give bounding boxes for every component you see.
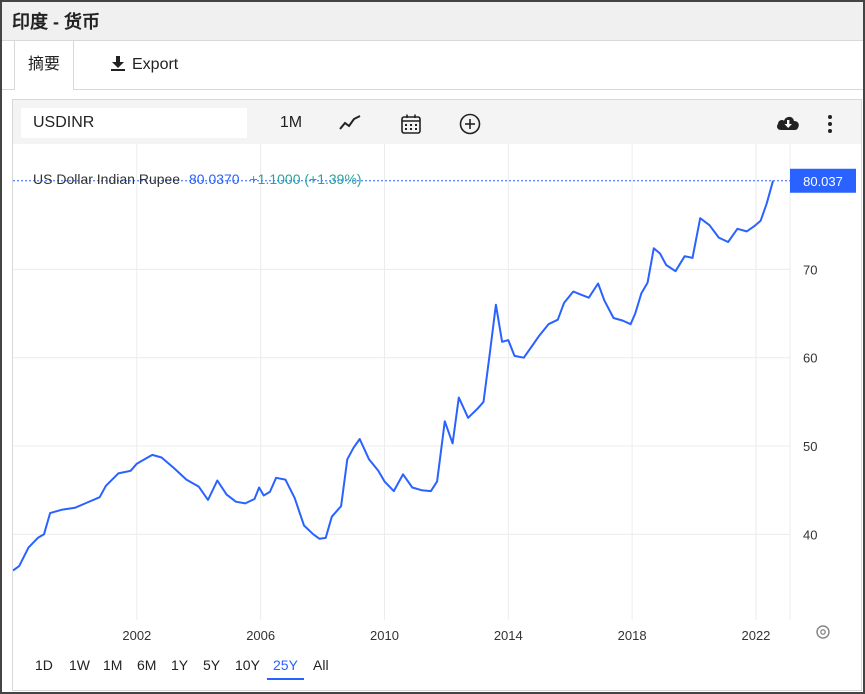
page-title: 印度 - 货币 <box>12 12 100 32</box>
date-range-button[interactable] <box>396 108 426 138</box>
export-label: Export <box>132 56 179 73</box>
range-button-1m[interactable]: 1M <box>103 657 123 673</box>
range-button-all[interactable]: All <box>313 657 329 673</box>
settings-button[interactable] <box>816 625 830 639</box>
range-button-1y[interactable]: 1Y <box>171 657 189 673</box>
range-button-1w[interactable]: 1W <box>69 657 90 673</box>
series-line-usdinr <box>13 180 774 572</box>
line-chart-icon <box>339 115 361 130</box>
title-bar: 印度 - 货币 <box>2 2 863 41</box>
chart-toolbar: USDINR 1M <box>13 100 861 144</box>
y-tick-label: 60 <box>803 351 817 366</box>
download-icon <box>111 56 125 71</box>
y-tick-label: 70 <box>803 262 817 277</box>
x-tick-label: 2010 <box>370 628 399 643</box>
interval-button[interactable]: 1M <box>279 114 303 131</box>
legend-change: +1.1000 (+1.39%) <box>249 171 361 187</box>
calendar-icon <box>401 114 421 134</box>
x-tick-label: 2018 <box>618 628 647 643</box>
chart-panel: USDINR 1M <box>12 99 862 691</box>
last-price-badge <box>790 168 856 193</box>
more-options-button[interactable] <box>815 108 845 138</box>
legend-series-name: US Dollar Indian Rupee <box>33 171 180 187</box>
x-tick-label: 2022 <box>741 628 770 643</box>
tab-summary[interactable]: 摘要 <box>14 41 74 90</box>
download-chart-button[interactable] <box>773 108 803 138</box>
x-tick-label: 2006 <box>246 628 275 643</box>
legend-price: 80.0370 <box>189 171 240 187</box>
add-circle-icon <box>459 113 481 135</box>
chart-type-button[interactable] <box>335 108 365 138</box>
range-button-10y[interactable]: 10Y <box>235 657 260 673</box>
compare-button[interactable] <box>455 108 485 138</box>
more-vertical-icon <box>828 115 832 133</box>
last-price-label: 80.037 <box>803 174 843 189</box>
range-button-25y[interactable]: 25Y <box>267 652 304 680</box>
tab-bar: 摘要 Export <box>2 41 863 90</box>
symbol-input[interactable]: USDINR <box>21 108 247 138</box>
range-button-6m[interactable]: 6M <box>137 657 157 673</box>
range-selector: 1D 1W 1M 6M 1Y 5Y 10Y 25Y All <box>35 652 435 682</box>
x-tick-label: 2002 <box>122 628 151 643</box>
cloud-download-icon <box>777 116 799 130</box>
x-tick-label: 2014 <box>494 628 523 643</box>
price-chart[interactable]: 80.037 40 50 60 70 2002 2006 2010 2014 2018 2022… <box>13 100 861 690</box>
tab-export[interactable]: Export <box>110 41 178 89</box>
range-button-1d[interactable]: 1D <box>35 657 53 673</box>
chart-legend: US Dollar Indian Rupee 80.0370 +1.1000 (… <box>33 171 362 187</box>
gear-icon <box>816 625 830 639</box>
y-tick-label: 50 <box>803 439 817 454</box>
y-tick-label: 40 <box>803 527 817 542</box>
range-button-5y[interactable]: 5Y <box>203 657 221 673</box>
